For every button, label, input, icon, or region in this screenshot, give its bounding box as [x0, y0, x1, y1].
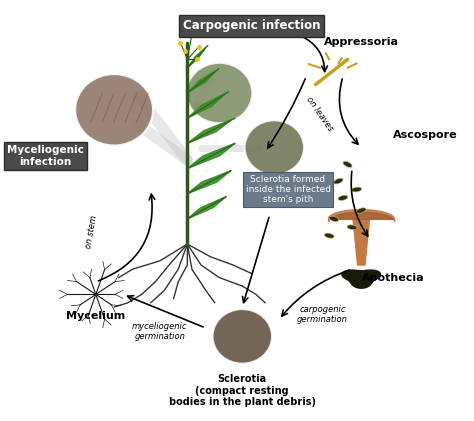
Text: on leaves: on leaves — [304, 95, 335, 133]
Text: myceliogenic
germination: myceliogenic germination — [132, 322, 188, 341]
Ellipse shape — [324, 233, 334, 238]
Text: on siliquae: on siliquae — [247, 21, 292, 30]
Polygon shape — [187, 118, 235, 144]
Text: Sclerotia formed
inside the infected
stem's pith: Sclerotia formed inside the infected ste… — [246, 175, 330, 205]
Circle shape — [212, 309, 272, 364]
Ellipse shape — [356, 208, 366, 213]
Polygon shape — [187, 144, 235, 168]
Text: Apothecia: Apothecia — [362, 274, 425, 283]
Polygon shape — [187, 45, 208, 68]
Text: on stem: on stem — [84, 214, 99, 249]
Text: Appressoria: Appressoria — [324, 37, 399, 47]
Polygon shape — [187, 48, 205, 68]
Ellipse shape — [343, 161, 352, 168]
Polygon shape — [187, 144, 235, 168]
Circle shape — [75, 74, 153, 146]
Polygon shape — [187, 171, 231, 194]
Ellipse shape — [347, 225, 357, 230]
Polygon shape — [187, 197, 226, 219]
Circle shape — [186, 63, 252, 123]
Circle shape — [245, 120, 304, 175]
Polygon shape — [187, 69, 219, 93]
Text: Myceliogenic
infection: Myceliogenic infection — [7, 145, 84, 167]
Polygon shape — [187, 120, 231, 144]
Polygon shape — [187, 92, 228, 118]
Polygon shape — [353, 219, 370, 265]
Polygon shape — [187, 94, 225, 118]
Text: Mycelium: Mycelium — [66, 311, 126, 321]
Ellipse shape — [338, 195, 348, 200]
Text: Carpogenic infection: Carpogenic infection — [182, 19, 320, 32]
Polygon shape — [187, 197, 226, 219]
Polygon shape — [342, 270, 381, 288]
Polygon shape — [328, 210, 394, 219]
Text: Ascospore: Ascospore — [393, 130, 458, 140]
Ellipse shape — [329, 216, 338, 221]
Ellipse shape — [334, 178, 343, 184]
Polygon shape — [187, 171, 231, 194]
Text: Sclerotia
(compact resting
bodies in the plant debris): Sclerotia (compact resting bodies in the… — [169, 374, 316, 408]
Ellipse shape — [352, 187, 362, 192]
Polygon shape — [187, 72, 215, 93]
Text: carpogenic
germination: carpogenic germination — [297, 305, 348, 324]
